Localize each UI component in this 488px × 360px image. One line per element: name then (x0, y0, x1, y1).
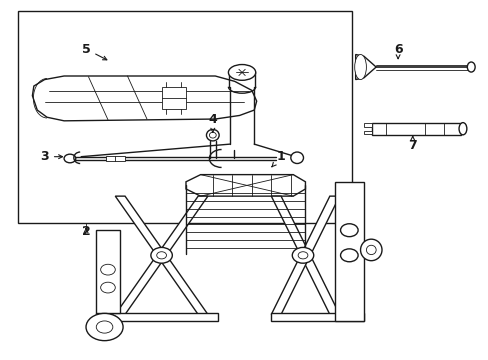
Ellipse shape (209, 132, 216, 138)
Polygon shape (105, 156, 125, 161)
Ellipse shape (340, 249, 357, 262)
Text: 3: 3 (40, 150, 62, 163)
Text: 1: 1 (271, 150, 285, 167)
Ellipse shape (101, 282, 115, 293)
Text: 4: 4 (208, 113, 217, 132)
Ellipse shape (101, 264, 115, 275)
Ellipse shape (360, 239, 381, 261)
Ellipse shape (467, 62, 474, 72)
Ellipse shape (458, 123, 466, 135)
Polygon shape (363, 131, 371, 134)
Polygon shape (185, 175, 305, 196)
Ellipse shape (298, 252, 307, 259)
Polygon shape (334, 182, 363, 320)
Polygon shape (363, 123, 371, 127)
Polygon shape (115, 196, 207, 315)
Polygon shape (355, 54, 375, 80)
Text: 6: 6 (393, 42, 402, 59)
Ellipse shape (206, 130, 219, 141)
Polygon shape (161, 87, 185, 109)
Ellipse shape (99, 320, 112, 330)
Text: 7: 7 (407, 136, 416, 152)
Ellipse shape (86, 314, 123, 341)
Ellipse shape (157, 252, 166, 259)
Ellipse shape (96, 321, 113, 333)
Polygon shape (18, 12, 351, 223)
Text: 5: 5 (81, 42, 106, 60)
Ellipse shape (64, 154, 76, 163)
Polygon shape (96, 230, 120, 314)
Polygon shape (32, 76, 256, 121)
Ellipse shape (354, 54, 366, 80)
Polygon shape (371, 123, 461, 135)
Ellipse shape (366, 245, 375, 255)
Polygon shape (271, 196, 339, 315)
Ellipse shape (292, 247, 313, 263)
Polygon shape (96, 314, 217, 320)
Polygon shape (271, 196, 339, 315)
Polygon shape (115, 196, 207, 315)
Text: 2: 2 (81, 225, 90, 238)
Ellipse shape (151, 247, 172, 263)
Ellipse shape (228, 64, 255, 80)
Polygon shape (271, 314, 363, 320)
Ellipse shape (90, 314, 121, 337)
Ellipse shape (290, 152, 303, 163)
Ellipse shape (340, 224, 357, 237)
